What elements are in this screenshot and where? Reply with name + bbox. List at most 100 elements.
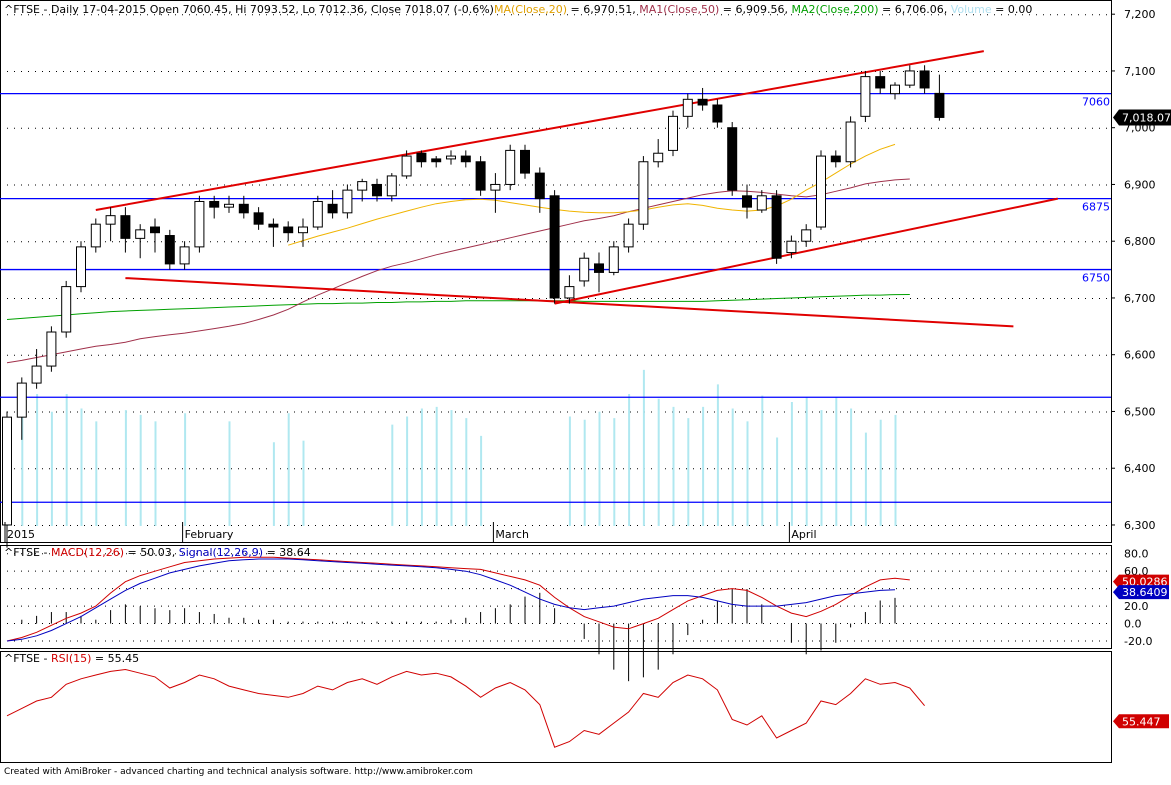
candle: [756, 190, 767, 213]
ma50-line: [6, 178, 910, 364]
candle-body-up: [564, 286, 575, 299]
legend-text: Signal(12,26,9): [179, 546, 263, 559]
candle-body-up: [904, 70, 915, 86]
legend-text: = 6,909.56,: [719, 3, 791, 16]
candle-body-down: [712, 104, 723, 123]
candle-body-down: [460, 155, 471, 163]
legend-text: ^FTSE -: [4, 546, 51, 559]
legend-text: = 6,970.51,: [567, 3, 639, 16]
rsi-panel-frame: [0, 651, 1112, 763]
candle-body-down: [919, 70, 930, 89]
candle-body-up: [61, 286, 72, 333]
candle: [934, 74, 945, 121]
candle: [76, 241, 86, 293]
candle: [668, 110, 678, 157]
candle: [816, 150, 826, 230]
candle-body-up: [401, 155, 412, 177]
candle-body-up: [682, 98, 693, 117]
rsi-legend: ^FTSE - RSI(15) = 55.45: [4, 652, 139, 665]
candle-body-up: [801, 229, 812, 242]
month-label: February: [185, 528, 234, 541]
legend-text: Volume: [951, 3, 992, 16]
candle: [505, 144, 516, 191]
legend-text: ^FTSE - Daily 17-04-2015 Open 7060.45, H…: [4, 3, 494, 16]
legend-text: = 6,706.06,: [879, 3, 951, 16]
legend-text: MA(Close,20): [494, 3, 567, 16]
candle-body-up: [638, 161, 649, 225]
candle-body-down: [416, 152, 427, 163]
candle-body-down: [875, 76, 886, 89]
candle-body-up: [312, 200, 323, 228]
candle: [904, 65, 915, 88]
candle-body-down: [372, 183, 382, 197]
candle: [416, 150, 427, 168]
candle-body-down: [549, 195, 560, 299]
candle: [490, 173, 501, 213]
candle: [801, 224, 812, 247]
candle: [120, 207, 131, 253]
candle-body-up: [46, 331, 57, 367]
price-tick-label: 7,200: [1124, 8, 1156, 21]
candle-body-down: [830, 155, 841, 163]
candle: [401, 150, 412, 179]
candle: [890, 82, 900, 100]
candle: [786, 235, 797, 259]
legend-text: = 0.00: [992, 3, 1033, 16]
candle: [224, 195, 234, 213]
trendline: [95, 50, 984, 211]
candle: [446, 150, 456, 165]
signal-value-tag: [1113, 585, 1169, 600]
candle-body-up: [31, 365, 42, 384]
candle-body-up: [608, 246, 619, 273]
candle-body-up: [386, 175, 397, 197]
candle: [61, 280, 72, 338]
candle-body-down: [697, 98, 708, 106]
candle: [712, 99, 723, 128]
candle: [549, 190, 560, 304]
candle-body-down: [520, 149, 530, 174]
candle-body-down: [594, 263, 604, 273]
candle: [327, 190, 338, 219]
candle-body-down: [431, 158, 442, 163]
price-tick-label: 6,400: [1124, 462, 1156, 475]
candle-body-up: [860, 76, 871, 117]
candle-body-up: [342, 189, 353, 214]
candle-body-up: [179, 246, 190, 265]
month-label: 2015: [7, 528, 35, 541]
candle-body-up: [845, 121, 856, 163]
candle-body-up: [2, 416, 12, 526]
candle-body-up: [446, 155, 456, 160]
candle-body-up: [623, 223, 634, 248]
candle: [16, 377, 27, 440]
candle: [727, 122, 738, 196]
candle: [357, 178, 368, 202]
macd-tick-label: 0.0: [1124, 618, 1142, 631]
candle: [564, 275, 575, 304]
candle-body-up: [816, 155, 826, 228]
rsi-value-tag: [1113, 714, 1169, 729]
macd-tick-label: 20.0: [1124, 600, 1149, 613]
macd-line: [6, 556, 910, 642]
candle-body-up: [16, 382, 27, 418]
candle: [594, 252, 604, 293]
candle: [830, 150, 841, 168]
candle: [46, 326, 57, 372]
macd-legend: ^FTSE - MACD(12,26) = 50.03, Signal(12,2…: [4, 546, 311, 559]
price-panel-frame: [0, 0, 1112, 543]
candle: [268, 218, 279, 247]
candle-body-up: [90, 223, 101, 248]
level-label: 6750: [1082, 272, 1110, 285]
candle: [475, 156, 486, 196]
candle: [771, 190, 782, 264]
candle: [875, 70, 886, 94]
candle-body-up: [756, 195, 767, 211]
candle: [460, 150, 471, 168]
last-price-label: 7,018.07: [1122, 111, 1171, 124]
candle: [164, 229, 175, 270]
candle-body-up: [668, 115, 678, 151]
price-tick-label: 6,600: [1124, 349, 1156, 362]
legend-text: = 55.45: [91, 652, 139, 665]
candle: [845, 116, 856, 168]
legend-text: RSI(15): [51, 652, 91, 665]
candle: [253, 207, 264, 230]
